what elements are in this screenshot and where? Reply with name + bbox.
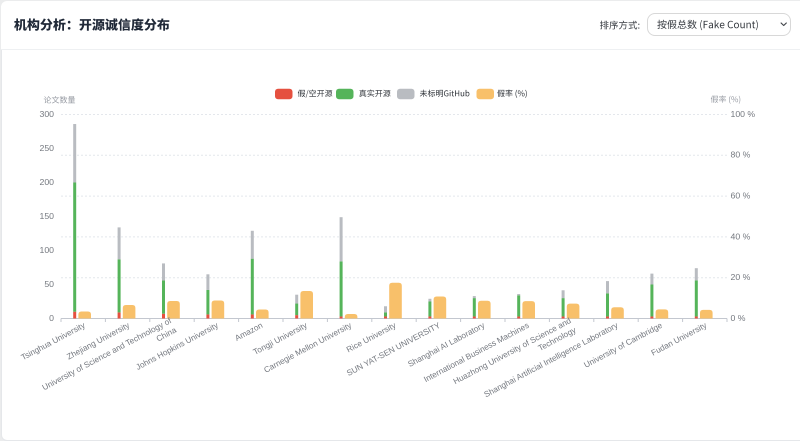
svg-text:100 %: 100 % <box>731 109 756 119</box>
svg-text:Shanghai AI Laboratory: Shanghai AI Laboratory <box>406 320 487 369</box>
svg-text:50: 50 <box>44 279 54 289</box>
svg-text:40 %: 40 % <box>731 231 751 241</box>
svg-text:0 %: 0 % <box>731 313 746 323</box>
svg-text:20 %: 20 % <box>731 272 751 282</box>
svg-text:200: 200 <box>40 177 55 187</box>
svg-text:0: 0 <box>49 313 54 323</box>
svg-text:100: 100 <box>40 245 55 255</box>
svg-text:300: 300 <box>40 109 55 119</box>
svg-text:Amazon: Amazon <box>233 321 264 343</box>
svg-text:University of Cambridge: University of Cambridge <box>582 321 664 370</box>
svg-text:250: 250 <box>40 143 55 153</box>
svg-text:80 %: 80 % <box>731 150 751 160</box>
svg-text:150: 150 <box>40 211 55 221</box>
svg-text:60 %: 60 % <box>731 191 751 201</box>
